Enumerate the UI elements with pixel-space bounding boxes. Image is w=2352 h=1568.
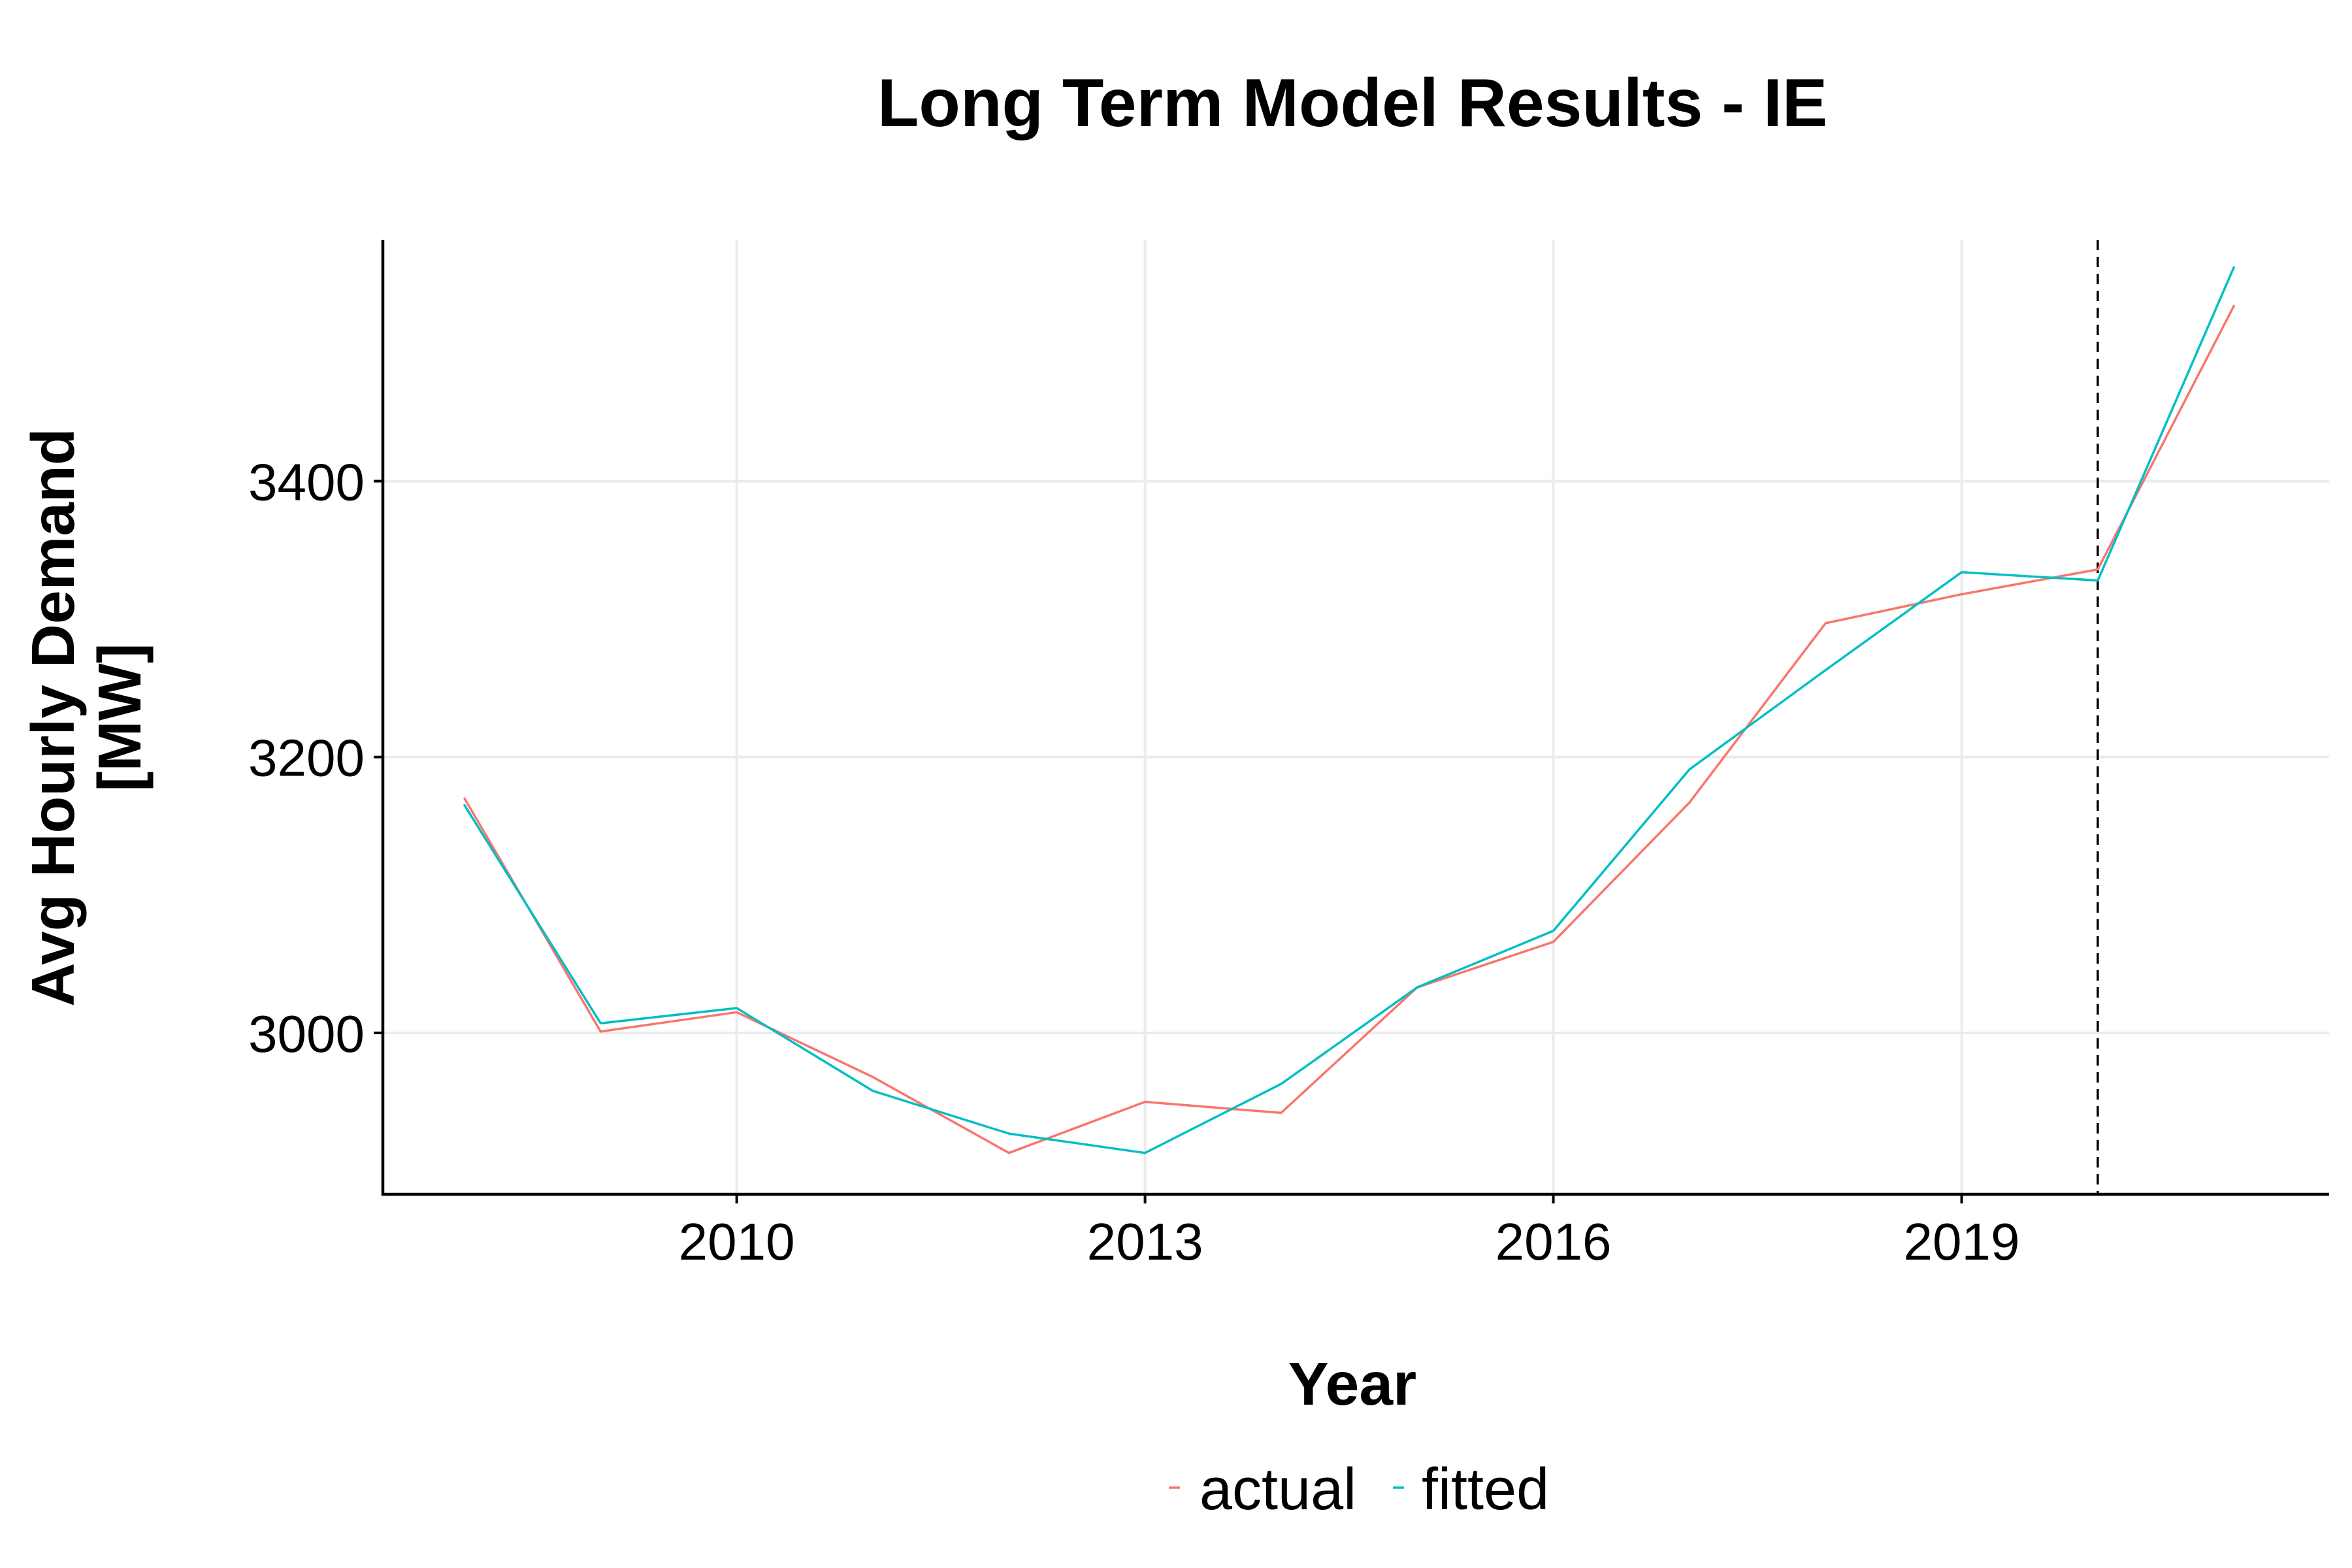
y-ticks: 3000 3200 3400 <box>248 453 383 1063</box>
y-tick-label: 3400 <box>248 453 365 511</box>
y-tick-label: 3000 <box>248 1005 365 1063</box>
legend-label-fitted: fitted <box>1422 1457 1549 1522</box>
y-axis-title-line1: Avg Hourly Demand <box>19 428 87 1006</box>
x-tick-label: 2019 <box>1904 1213 2020 1271</box>
x-tick-label: 2010 <box>679 1213 795 1271</box>
axes <box>381 240 2329 1196</box>
series-lines <box>463 266 2235 1154</box>
y-axis-title-line2: [MW] <box>86 643 154 791</box>
legend: actual fitted <box>1169 1457 1549 1522</box>
grid-lines <box>383 240 2329 1194</box>
x-tick-label: 2016 <box>1495 1213 1612 1271</box>
series-line-fitted <box>463 266 2235 1154</box>
y-tick-label: 3200 <box>248 729 365 787</box>
legend-label-actual: actual <box>1200 1457 1356 1522</box>
x-tick-label: 2013 <box>1087 1213 1203 1271</box>
x-axis-title: Year <box>1288 1350 1417 1418</box>
chart-title: Long Term Model Results - IE <box>877 65 1827 141</box>
x-ticks: 2010 2013 2016 2019 <box>679 1194 2020 1271</box>
y-axis-title: Avg Hourly Demand [MW] <box>19 428 154 1006</box>
